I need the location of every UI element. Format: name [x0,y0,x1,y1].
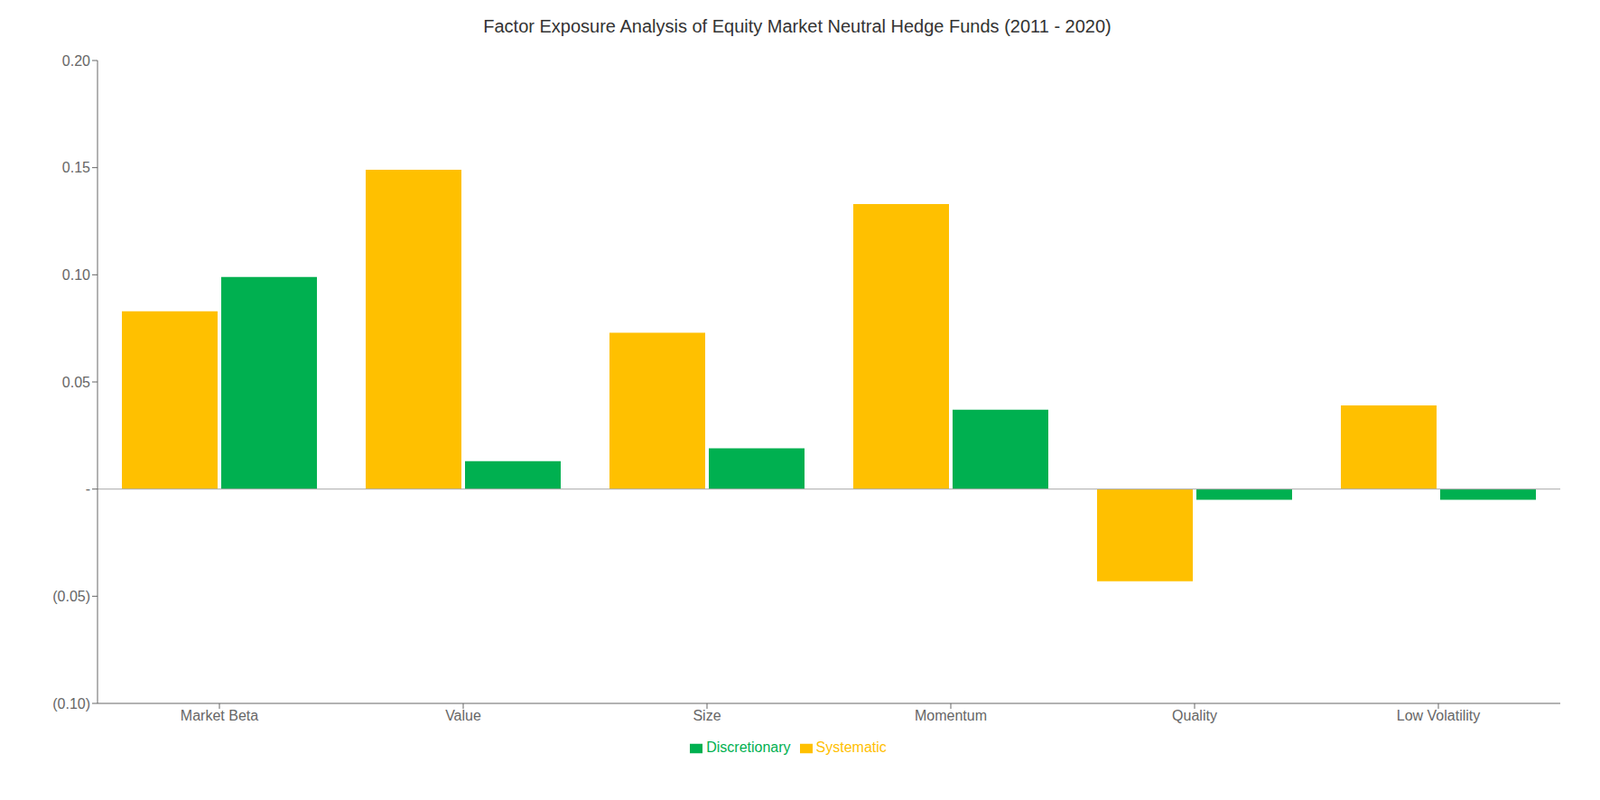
svg-text:(0.10): (0.10) [52,696,91,712]
svg-text:Quality: Quality [1172,707,1218,724]
svg-text:Size: Size [692,707,721,724]
svg-text:Market Beta: Market Beta [180,707,259,724]
svg-text:Momentum: Momentum [914,707,987,724]
svg-text:0.10: 0.10 [62,267,91,283]
html-text:Systematic: Systematic [815,739,887,755]
svg-text:0.20: 0.20 [62,53,91,69]
svg-text:Low Volatility: Low Volatility [1396,707,1481,724]
html-text:Discretionary: Discretionary [706,739,791,755]
svg-text:(0.05): (0.05) [52,588,91,605]
html-text:Factor Exposure Analysis of Eq: Factor Exposure Analysis of Equity Marke… [483,16,1112,37]
svg-text:0.15: 0.15 [62,159,91,176]
svg-text:Value: Value [445,707,482,724]
svg-text:-: - [85,481,91,497]
svg-text:0.05: 0.05 [62,374,91,391]
